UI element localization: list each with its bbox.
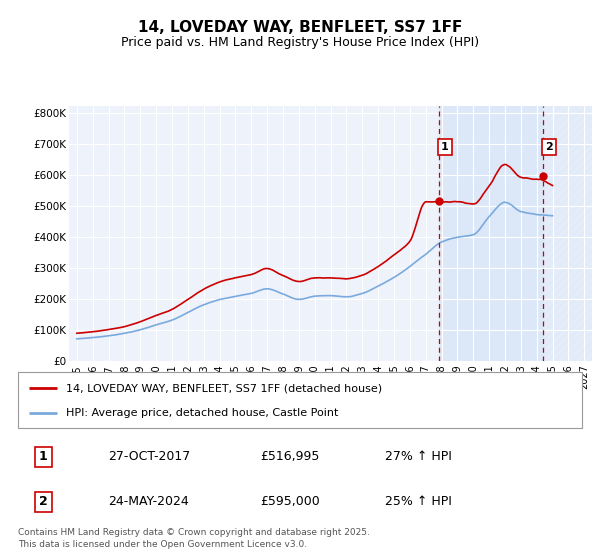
Text: 27-OCT-2017: 27-OCT-2017 bbox=[108, 450, 190, 464]
Text: 1: 1 bbox=[39, 450, 48, 464]
Bar bbox=[439, 106, 543, 361]
Text: Price paid vs. HM Land Registry's House Price Index (HPI): Price paid vs. HM Land Registry's House … bbox=[121, 36, 479, 49]
Text: £595,000: £595,000 bbox=[260, 495, 320, 508]
Text: HPI: Average price, detached house, Castle Point: HPI: Average price, detached house, Cast… bbox=[66, 408, 338, 418]
Text: 24-MAY-2024: 24-MAY-2024 bbox=[108, 495, 189, 508]
Text: 27% ↑ HPI: 27% ↑ HPI bbox=[385, 450, 451, 464]
Text: 25% ↑ HPI: 25% ↑ HPI bbox=[385, 495, 451, 508]
Bar bbox=[543, 106, 592, 361]
FancyBboxPatch shape bbox=[18, 372, 582, 428]
Text: 2: 2 bbox=[545, 142, 553, 152]
Text: Contains HM Land Registry data © Crown copyright and database right 2025.
This d: Contains HM Land Registry data © Crown c… bbox=[18, 528, 370, 549]
Text: 1: 1 bbox=[441, 142, 449, 152]
Text: 14, LOVEDAY WAY, BENFLEET, SS7 1FF (detached house): 14, LOVEDAY WAY, BENFLEET, SS7 1FF (deta… bbox=[66, 383, 382, 393]
Text: 2: 2 bbox=[39, 495, 48, 508]
Text: 14, LOVEDAY WAY, BENFLEET, SS7 1FF: 14, LOVEDAY WAY, BENFLEET, SS7 1FF bbox=[138, 20, 462, 35]
Text: £516,995: £516,995 bbox=[260, 450, 320, 464]
